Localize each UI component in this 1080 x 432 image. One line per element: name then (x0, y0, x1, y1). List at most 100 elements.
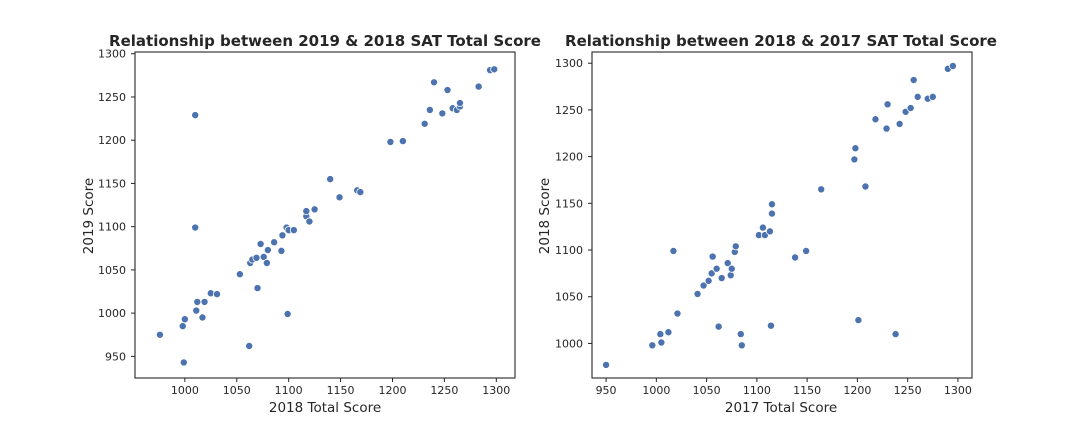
y-tick-label: 1000 (555, 337, 583, 350)
data-point (235, 270, 244, 279)
data-point (717, 274, 726, 283)
data-point (178, 322, 187, 331)
data-point (726, 271, 735, 280)
y-tick-label: 1200 (98, 134, 126, 147)
data-point (802, 246, 811, 255)
data-point (913, 92, 922, 101)
data-point (602, 360, 611, 369)
data-point (882, 124, 891, 133)
data-point (895, 119, 904, 128)
data-point (758, 223, 767, 232)
data-point (283, 310, 292, 319)
data-point (765, 227, 774, 236)
x-tick-label: 1150 (327, 384, 355, 397)
data-point (278, 231, 287, 240)
data-point (191, 223, 200, 232)
data-point (270, 238, 279, 247)
y-tick-label: 1100 (555, 244, 583, 257)
x-tick-label: 1150 (793, 384, 821, 397)
data-point (420, 119, 429, 128)
points (155, 65, 499, 367)
data-point (871, 115, 880, 124)
data-point (198, 313, 207, 322)
x-tick-label: 1300 (944, 384, 972, 397)
data-point (193, 297, 202, 306)
data-point (213, 290, 222, 299)
data-point (438, 109, 447, 118)
x-tick-label: 1050 (693, 384, 721, 397)
data-point (736, 330, 745, 339)
data-point (699, 281, 708, 290)
data-point (723, 259, 732, 268)
data-point (704, 276, 713, 285)
x-axis-label: 2018 Total Score (269, 400, 381, 416)
data-point (727, 264, 736, 273)
y-tick-label: 1300 (555, 57, 583, 70)
data-point (263, 246, 272, 255)
chart-2019-vs-2018: Relationship between 2019 & 2018 SAT Tot… (81, 32, 541, 416)
x-tick-label: 1100 (743, 384, 771, 397)
data-point (179, 358, 188, 367)
y-tick-label: 1000 (98, 307, 126, 320)
points (602, 62, 957, 369)
data-point (766, 321, 775, 330)
data-point (252, 253, 261, 262)
data-point (714, 322, 723, 331)
data-point (909, 76, 918, 85)
data-point (455, 99, 464, 108)
y-axis-label: 2019 Score (81, 178, 97, 254)
data-point (356, 188, 365, 197)
y-tick-label: 1100 (98, 221, 126, 234)
x-tick-label: 1300 (482, 384, 510, 397)
y-axis-label: 2018 Score (537, 178, 553, 254)
data-point (425, 105, 434, 114)
x-tick-label: 1100 (275, 384, 303, 397)
data-point (430, 78, 439, 87)
data-point (256, 239, 265, 248)
y-tick-label: 1150 (98, 177, 126, 190)
data-point (490, 65, 499, 74)
data-point (767, 209, 776, 218)
chart-2018-vs-2017: Relationship between 2018 & 2017 SAT Tot… (537, 32, 997, 416)
x-tick-label: 1200 (843, 384, 871, 397)
data-point (386, 137, 395, 146)
data-point (791, 253, 800, 262)
data-point (200, 297, 209, 306)
y-tick-label: 1150 (555, 197, 583, 210)
plot-frame (591, 51, 973, 379)
y-tick-label: 950 (105, 350, 126, 363)
x-tick-label: 1250 (894, 384, 922, 397)
data-point (854, 316, 863, 325)
data-point (891, 330, 900, 339)
data-point (648, 341, 657, 350)
data-point (817, 185, 826, 194)
x-axis-label: 2017 Total Score (725, 400, 837, 416)
data-point (731, 242, 740, 251)
x-tick-label: 1200 (378, 384, 406, 397)
data-point (767, 200, 776, 209)
data-point (192, 306, 201, 315)
data-point (302, 207, 311, 216)
y-tick-label: 1050 (98, 264, 126, 277)
data-point (906, 104, 915, 113)
data-point (180, 315, 189, 324)
data-point (253, 284, 262, 293)
data-point (928, 92, 937, 101)
y-tick-label: 1200 (555, 151, 583, 164)
chart-title: Relationship between 2019 & 2018 SAT Tot… (109, 32, 541, 50)
x-tick-label: 1000 (642, 384, 670, 397)
data-point (398, 137, 407, 146)
data-point (305, 217, 314, 226)
y-tick-label: 1250 (555, 104, 583, 117)
data-point (737, 341, 746, 350)
data-point (883, 100, 892, 109)
data-point (245, 342, 254, 351)
data-point (708, 252, 717, 261)
ticks: 950 1000 1050 1100 1150 1200 1250 1300 1000 1050 1… (555, 57, 972, 397)
plot-frame (134, 51, 516, 379)
data-point (155, 330, 164, 339)
data-point (335, 193, 344, 202)
x-tick-label: 1050 (223, 384, 251, 397)
data-point (310, 205, 319, 214)
